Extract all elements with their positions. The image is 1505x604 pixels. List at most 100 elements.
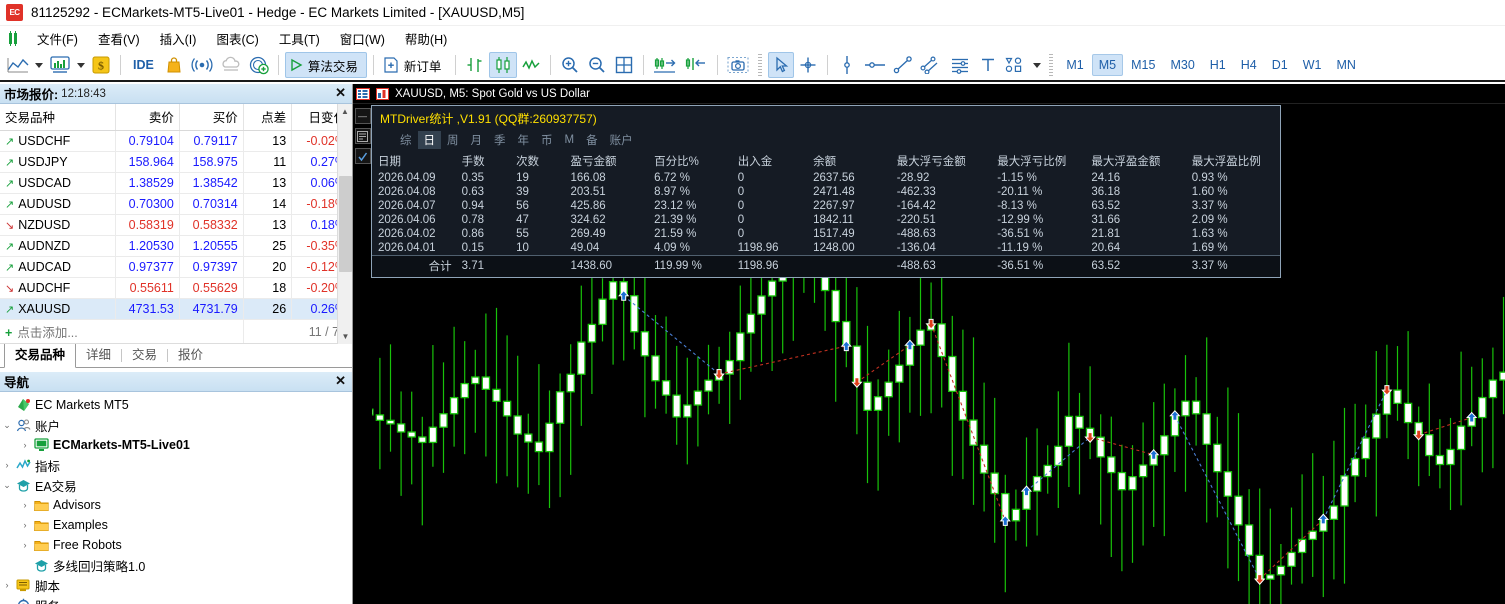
shapes-dropdown-caret-icon[interactable] bbox=[1033, 62, 1042, 68]
menu-insert[interactable]: 插入(I) bbox=[159, 32, 197, 47]
stats-tab-0[interactable]: 综 bbox=[400, 135, 412, 147]
shapes-icon[interactable] bbox=[1002, 52, 1030, 78]
table-row[interactable]: ↗ AUDCAD 0.97377 0.97397 20 -0.12% bbox=[0, 256, 352, 278]
chevron-right-icon[interactable]: › bbox=[5, 460, 9, 470]
menu-charts[interactable]: 图表(C) bbox=[216, 32, 259, 47]
timeframe-mn[interactable]: MN bbox=[1336, 58, 1356, 72]
candlestick-chart-icon[interactable] bbox=[489, 52, 518, 78]
chart-type-dropdown-caret-icon[interactable] bbox=[35, 62, 43, 68]
stats-tab-5[interactable]: 年 bbox=[517, 135, 530, 147]
timeframe-h4[interactable]: H4 bbox=[1240, 58, 1257, 72]
dollar-icon[interactable]: $ bbox=[88, 52, 114, 78]
bar-chart-icon[interactable] bbox=[462, 52, 488, 78]
tab-ticks[interactable]: 报价 bbox=[178, 348, 204, 362]
col-symbol[interactable]: 交易品种 bbox=[0, 104, 116, 131]
table-row[interactable]: ↗ AUDNZD 1.20530 1.20555 25 -0.35% bbox=[0, 235, 352, 257]
chevron-right-icon[interactable]: › bbox=[23, 520, 27, 530]
crosshair-icon[interactable] bbox=[795, 52, 821, 78]
market-depth-dropdown-caret-icon[interactable] bbox=[77, 62, 85, 68]
chart-type-line-icon[interactable] bbox=[4, 52, 32, 78]
timeframe-d1[interactable]: D1 bbox=[1271, 58, 1288, 72]
menu-view[interactable]: 查看(V) bbox=[97, 32, 140, 47]
toolbar-grip[interactable] bbox=[758, 54, 763, 76]
vertical-line-icon[interactable] bbox=[834, 52, 860, 78]
col-spread[interactable]: 点差 bbox=[243, 104, 293, 131]
navigator-item-4[interactable]: ⌄ EA交易 bbox=[0, 475, 352, 495]
table-row[interactable]: ↗ XAUUSD 4731.53 4731.79 26 0.26% bbox=[0, 298, 352, 320]
tab-details[interactable]: 详细 bbox=[86, 348, 112, 362]
navigator-item-0[interactable]: EC Markets MT5 bbox=[0, 395, 352, 415]
table-row[interactable]: ↗ AUDUSD 0.70300 0.70314 14 -0.18% bbox=[0, 193, 352, 215]
col-bid[interactable]: 买价 bbox=[179, 104, 244, 131]
chevron-right-icon[interactable]: › bbox=[23, 540, 27, 550]
stats-tab-9[interactable]: 账户 bbox=[609, 135, 633, 147]
line-chart-icon[interactable] bbox=[518, 52, 544, 78]
chart-list-icon[interactable] bbox=[356, 87, 370, 100]
screenshot-icon[interactable] bbox=[724, 52, 752, 78]
stats-tab-2[interactable]: 周 bbox=[447, 135, 459, 147]
timeframe-m1[interactable]: M1 bbox=[1066, 58, 1084, 72]
navigator-item-2[interactable]: › ECMarkets-MT5-Live01 bbox=[0, 435, 352, 455]
mtdriver-stats-panel[interactable]: MTDriver统计 ,V1.91 (QQ群:260937757) 综日周月季年… bbox=[371, 105, 1281, 278]
timeframe-m15[interactable]: M15 bbox=[1131, 58, 1156, 72]
market-watch-add-row[interactable]: + 点击添加... 11 / 72 bbox=[0, 319, 353, 344]
stats-tab-6[interactable]: 币 bbox=[541, 135, 553, 147]
vps-cloud-icon[interactable] bbox=[217, 52, 245, 78]
market-bag-icon[interactable] bbox=[161, 52, 187, 78]
timeframe-w1[interactable]: W1 bbox=[1302, 58, 1322, 72]
stats-tab-4[interactable]: 季 bbox=[494, 135, 506, 147]
navigator-item-3[interactable]: › 指标 bbox=[0, 455, 352, 475]
auto-scroll-icon[interactable] bbox=[650, 52, 680, 78]
horizontal-line-icon[interactable] bbox=[861, 52, 889, 78]
table-row[interactable]: ↘ AUDCHF 0.55611 0.55629 18 -0.20% bbox=[0, 277, 352, 299]
scrollbar-thumb[interactable] bbox=[339, 176, 352, 272]
scroll-up-icon[interactable]: ▲ bbox=[341, 107, 349, 116]
table-row[interactable]: ↗ USDJPY 158.964 158.975 11 0.27% bbox=[0, 151, 352, 173]
menu-tools[interactable]: 工具(T) bbox=[278, 32, 320, 47]
algo-trading-button[interactable]: 算法交易 bbox=[284, 52, 367, 78]
zoom-out-icon[interactable] bbox=[584, 52, 610, 78]
chart-tab-title[interactable]: XAUUSD, M5: Spot Gold vs US Dollar bbox=[395, 87, 590, 100]
cursor-select-icon[interactable] bbox=[768, 52, 795, 78]
stats-tab-1[interactable]: 日 bbox=[417, 131, 441, 149]
navigator-close-icon[interactable]: ✕ bbox=[335, 373, 346, 388]
table-row[interactable]: ↘ NZDUSD 0.58319 0.58332 13 0.18% bbox=[0, 214, 352, 236]
table-row[interactable]: ↗ USDCHF 0.79104 0.79117 13 -0.02% bbox=[0, 130, 352, 152]
chart-shift-icon[interactable] bbox=[681, 52, 711, 78]
copy-trading-icon[interactable] bbox=[246, 52, 272, 78]
chevron-right-icon[interactable]: › bbox=[23, 500, 27, 510]
menu-help[interactable]: 帮助(H) bbox=[404, 32, 448, 47]
navigator-item-5[interactable]: › Advisors bbox=[0, 495, 352, 515]
market-watch-close-icon[interactable]: ✕ bbox=[335, 85, 346, 100]
market-watch-scrollbar[interactable]: ▲ ▼ bbox=[337, 104, 352, 344]
zoom-in-icon[interactable] bbox=[557, 52, 583, 78]
chevron-down-icon[interactable]: ⌄ bbox=[3, 419, 11, 430]
chevron-down-icon[interactable]: ⌄ bbox=[3, 479, 11, 490]
navigator-item-8[interactable]: 多线回归策略1.0 bbox=[0, 555, 352, 575]
table-row[interactable]: ↗ USDCAD 1.38529 1.38542 13 0.06% bbox=[0, 172, 352, 194]
stats-tab-8[interactable]: 备 bbox=[586, 135, 598, 147]
ide-button[interactable]: IDE bbox=[127, 52, 160, 78]
market-depth-icon[interactable] bbox=[46, 52, 74, 78]
new-order-button[interactable]: 新订单 bbox=[380, 52, 450, 78]
navigator-item-10[interactable]: 服务 bbox=[0, 595, 352, 604]
navigator-item-7[interactable]: › Free Robots bbox=[0, 535, 352, 555]
indicator-check-icon[interactable] bbox=[354, 148, 371, 164]
chevron-right-icon[interactable]: › bbox=[5, 580, 9, 590]
toolbar-grip-2[interactable] bbox=[1049, 54, 1054, 76]
fibonacci-icon[interactable] bbox=[946, 52, 974, 78]
grid-icon[interactable] bbox=[611, 52, 637, 78]
signals-icon[interactable] bbox=[188, 52, 216, 78]
text-label-icon[interactable] bbox=[975, 52, 1001, 78]
timeframe-h1[interactable]: H1 bbox=[1209, 58, 1226, 72]
navigator-item-1[interactable]: ⌄ 账户 bbox=[0, 415, 352, 435]
ea-panel-icon[interactable] bbox=[354, 128, 371, 144]
menu-window[interactable]: 窗口(W) bbox=[339, 32, 385, 47]
tab-symbols[interactable]: 交易品种 bbox=[4, 340, 77, 368]
trendline-icon[interactable] bbox=[890, 52, 916, 78]
navigator-item-6[interactable]: › Examples bbox=[0, 515, 352, 535]
stats-tab-3[interactable]: 月 bbox=[470, 135, 483, 147]
timeframe-m5[interactable]: M5 bbox=[1091, 54, 1124, 76]
col-ask[interactable]: 卖价 bbox=[115, 104, 180, 131]
minimize-icon[interactable]: — bbox=[354, 108, 371, 124]
